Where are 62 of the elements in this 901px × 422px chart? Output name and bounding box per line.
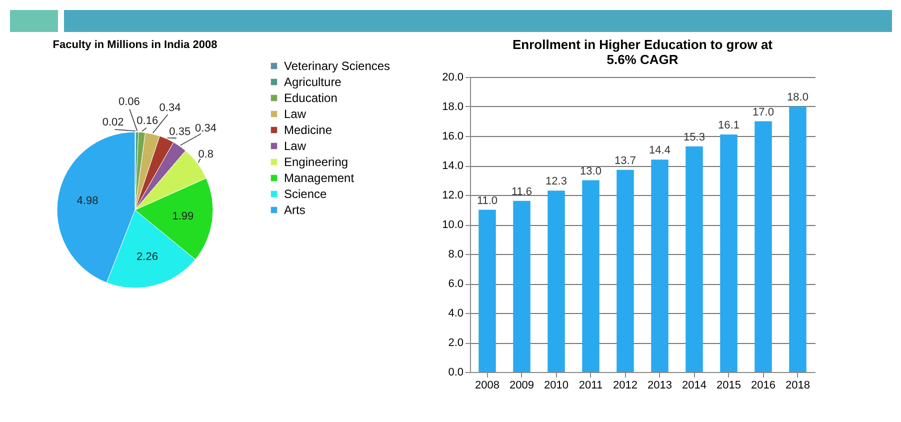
data-label: 4.98 — [76, 195, 98, 208]
y-tick-label: 6.0 — [448, 278, 464, 290]
legend-label: Medicine — [284, 123, 332, 137]
bar — [513, 200, 530, 372]
y-tick-label: 12.0 — [442, 190, 464, 202]
x-tick-label: 2009 — [510, 380, 534, 392]
y-tick-label: 20.0 — [442, 72, 464, 84]
legend-label: Science — [284, 187, 328, 201]
bar — [548, 190, 565, 372]
y-tick-label: 4.0 — [448, 308, 464, 320]
y-tick-label: 10.0 — [442, 219, 464, 231]
data-label: 0.16 — [136, 114, 158, 127]
x-tick-label: 2010 — [544, 380, 568, 392]
chart-title: Faculty in Millions in India 2008 — [52, 39, 218, 51]
data-label: 18.0 — [787, 92, 808, 104]
data-label: 0.8 — [198, 148, 214, 160]
legend-label: Law — [284, 107, 306, 121]
legend-label: Education — [284, 91, 338, 105]
data-label: 11.6 — [511, 186, 532, 198]
x-tick-label: 2013 — [648, 380, 672, 392]
data-label: 0.06 — [118, 96, 140, 108]
bar — [651, 160, 668, 372]
data-label: 16.1 — [718, 120, 740, 132]
bar — [754, 121, 772, 372]
data-label: 17.0 — [752, 106, 774, 118]
legend-label: Veterinary Sciences — [284, 59, 390, 73]
y-tick-label: 0.0 — [448, 366, 464, 378]
y-tick-label: 18.0 — [442, 101, 464, 113]
y-tick-label: 16.0 — [442, 130, 464, 142]
legend-label: Engineering — [284, 155, 348, 169]
data-label: 0.02 — [102, 116, 124, 129]
legend-label: Management — [284, 171, 355, 185]
data-label: 11.0 — [476, 194, 498, 207]
chart-title: Enrollment in Higher Education to grow at 5.6% CAGR — [512, 37, 774, 67]
x-tick-label: 2016 — [751, 380, 776, 392]
x-tick-label: 2015 — [716, 380, 741, 392]
x-tick-label: 2012 — [613, 380, 638, 392]
data-label: 2.26 — [136, 250, 158, 263]
bar — [720, 134, 738, 372]
x-tick-label: 2008 — [475, 380, 500, 392]
data-label: 12.3 — [546, 176, 567, 188]
y-tick-label: 2.0 — [448, 337, 464, 349]
bar — [789, 106, 806, 372]
data-label: 0.35 — [169, 126, 191, 138]
data-label: 14.4 — [649, 144, 670, 157]
y-tick-label: 14.0 — [442, 160, 464, 172]
y-tick-label: 8.0 — [448, 248, 464, 260]
legend-label: Law — [284, 139, 306, 153]
bar — [582, 180, 600, 372]
bar — [686, 146, 703, 372]
legend-label: Agriculture — [284, 75, 342, 89]
data-label: 13.0 — [580, 165, 602, 178]
legend-label: Arts — [284, 203, 306, 217]
x-tick-label: 2011 — [578, 380, 603, 392]
x-tick-label: 2014 — [682, 380, 706, 392]
data-label: 13.7 — [614, 154, 636, 167]
data-label: 0.34 — [195, 122, 216, 134]
data-label: 1.99 — [172, 210, 194, 222]
bar — [616, 170, 634, 372]
bar — [478, 210, 496, 372]
x-tick-label: 2018 — [786, 380, 810, 392]
data-label: 0.34 — [159, 102, 181, 114]
